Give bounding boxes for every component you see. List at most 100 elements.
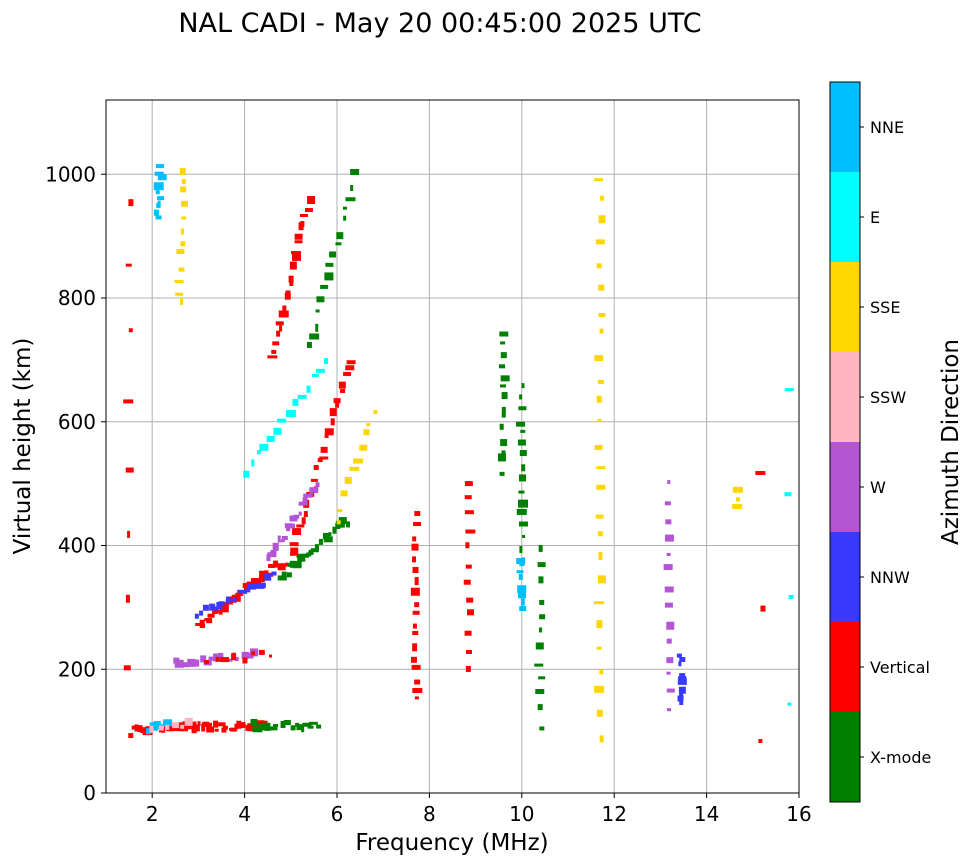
echo-point-x-mode [539, 599, 545, 605]
echo-point-x-mode [538, 576, 544, 584]
echo-point-nne [518, 573, 523, 580]
echo-point-nnw [218, 601, 225, 606]
echo-point-sse [596, 646, 602, 650]
echo-point-ssw [180, 724, 185, 729]
echo-point-vertical [319, 456, 329, 460]
echo-point-vertical [230, 727, 237, 732]
echo-point-vertical [197, 721, 201, 727]
echo-point-x-mode [315, 309, 320, 313]
echo-point-vertical [414, 577, 419, 586]
echo-point-vertical [246, 582, 250, 590]
echo-point-vertical [276, 330, 281, 337]
echo-point-vertical [411, 664, 421, 670]
colorbar-label-e: E [870, 208, 880, 227]
echo-point-vertical [291, 253, 301, 261]
echo-point-vertical [131, 725, 136, 730]
echo-point-ssw [165, 724, 170, 730]
echo-point-vertical [128, 199, 134, 207]
echo-point-x-mode [519, 394, 523, 400]
echo-point-x-mode [500, 375, 510, 382]
echo-point-w [309, 490, 313, 498]
echo-point-vertical [412, 556, 417, 563]
echo-point-vertical [258, 575, 265, 583]
y-axis-label: Virtual height (km) [10, 338, 36, 555]
echo-point-w [280, 539, 285, 543]
echo-point-e [256, 450, 261, 455]
echo-point-vertical [324, 433, 329, 438]
echo-point-w [666, 708, 671, 712]
echo-point-vertical [137, 725, 143, 733]
echo-point-sse [175, 292, 184, 296]
echo-point-e [243, 470, 250, 478]
echo-point-x-mode [517, 439, 526, 446]
echo-point-x-mode [301, 725, 305, 733]
echo-point-nnw [678, 661, 682, 667]
echo-point-w [315, 482, 320, 488]
echo-point-sse [596, 620, 603, 629]
echo-point-vertical [307, 195, 316, 204]
echo-point-nnw [679, 656, 686, 662]
echo-point-nne [155, 164, 164, 169]
colorbar-frame [829, 81, 861, 803]
echo-point-w [183, 662, 190, 668]
echo-point-nnw [678, 686, 686, 694]
echo-point-nnw [233, 597, 237, 603]
echo-point-vertical [299, 214, 308, 218]
echo-point-vertical [213, 720, 219, 728]
echo-point-sse [594, 445, 603, 451]
echo-point-vertical [464, 630, 472, 636]
echo-point-nne [163, 719, 173, 727]
echo-point-vertical [412, 623, 417, 629]
echo-point-vertical [272, 341, 280, 346]
colorbar-swatch-vertical [830, 622, 860, 712]
plot-frame [105, 99, 800, 794]
echo-point-vertical [760, 605, 766, 612]
echo-point-x-mode [335, 242, 342, 246]
echo-point-x-mode [519, 450, 527, 457]
x-tick-label: 6 [331, 802, 344, 826]
echo-point-x-mode [316, 296, 325, 303]
echo-point-w [666, 621, 675, 630]
echo-point-e [251, 459, 255, 467]
echo-point-x-mode [308, 549, 314, 555]
echo-point-x-mode [302, 722, 312, 727]
echo-point-vertical [127, 530, 131, 538]
echo-point-vertical [252, 578, 262, 585]
echo-point-vertical [304, 208, 313, 213]
echo-point-x-mode [537, 562, 546, 568]
echo-point-e [277, 418, 287, 423]
echo-point-x-mode [500, 384, 507, 388]
echo-point-x-mode [303, 553, 310, 558]
echo-point-sse [596, 466, 606, 470]
echo-point-vertical [275, 321, 284, 326]
echo-point-vertical [333, 398, 341, 404]
echo-point-vertical [330, 418, 335, 426]
echo-point-vertical [412, 688, 423, 694]
echo-point-sse [178, 267, 185, 272]
echo-point-vertical [125, 467, 134, 473]
echo-point-vertical [414, 602, 420, 608]
echo-point-nnw [246, 587, 251, 593]
echo-point-sse [180, 186, 187, 193]
echo-point-x-mode [497, 453, 506, 462]
echo-point-vertical [290, 251, 301, 255]
echo-point-x-mode [539, 614, 546, 620]
echo-point-x-mode [286, 572, 292, 578]
echo-point-nnw [248, 583, 257, 590]
echo-point-nnw [678, 676, 687, 684]
echo-point-vertical [289, 542, 299, 547]
echo-point-w [666, 552, 671, 556]
echo-point-x-mode [499, 364, 506, 369]
echo-point-x-mode [342, 206, 347, 210]
echo-point-x-mode [350, 184, 354, 191]
echo-point-w [302, 497, 308, 506]
echo-point-x-mode [250, 719, 258, 727]
echo-point-vertical [758, 739, 763, 744]
echo-point-x-mode [537, 704, 543, 711]
echo-point-vertical [310, 478, 318, 482]
echo-point-x-mode [316, 724, 322, 729]
y-tick-label: 0 [83, 781, 96, 805]
echo-point-w [666, 657, 674, 664]
echo-point-x-mode [343, 215, 347, 221]
echo-point-x-mode [296, 553, 307, 558]
